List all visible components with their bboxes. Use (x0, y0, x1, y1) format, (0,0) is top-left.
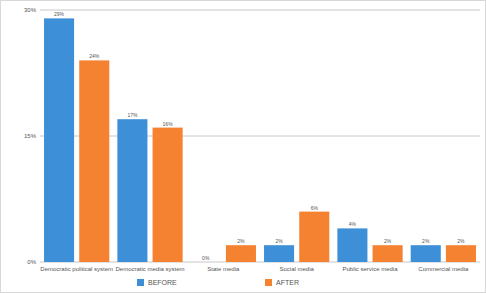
bar (337, 228, 367, 262)
legend-label: BEFORE (148, 279, 177, 286)
legend-swatch (137, 279, 144, 286)
legend: BEFORE AFTER (137, 279, 299, 286)
bars (44, 18, 476, 262)
bar (264, 245, 294, 262)
bar (226, 245, 256, 262)
y-tick-label: 15% (24, 133, 37, 139)
bar (299, 212, 329, 262)
bar (117, 119, 147, 262)
grid-line (40, 10, 480, 11)
grid (40, 10, 480, 262)
frame (1, 1, 486, 293)
bar (446, 245, 476, 262)
data-label: 6% (311, 205, 319, 211)
bar (153, 128, 183, 262)
y-tick-label: 30% (24, 7, 37, 13)
data-label: 2% (457, 238, 465, 244)
chart: 0% 15% 30% 29% 17% 0% 2% 4% 2% 24% 16% 2% 6% 2% 2% Demo… (0, 0, 486, 293)
bar (191, 262, 221, 263)
data-label: 2% (237, 238, 245, 244)
x-tick-label: State media (207, 266, 240, 272)
y-tick-label: 0% (27, 259, 36, 265)
data-label: 29% (54, 11, 65, 17)
data-label: 16% (163, 121, 174, 127)
data-label: 2% (275, 238, 283, 244)
x-tick-label: Social media (279, 266, 314, 272)
data-label: 4% (349, 221, 357, 227)
data-label: 24% (89, 53, 100, 59)
legend-swatch (265, 279, 272, 286)
data-label: 17% (127, 112, 138, 118)
data-labels: 29% 17% 0% 2% 4% 2% 24% 16% 2% 6% 2% 2% (54, 11, 465, 261)
x-tick-label: Public service media (342, 266, 398, 272)
data-label: 2% (422, 238, 430, 244)
bar (411, 245, 441, 262)
x-tick-label: Commercial media (418, 266, 469, 272)
x-tick-label: Democratic political system (40, 266, 113, 272)
data-label: 0% (202, 255, 210, 261)
bar (79, 60, 109, 262)
bar (373, 245, 403, 262)
bar (44, 18, 74, 262)
x-tick-label: Democratic media system (115, 266, 184, 272)
data-label: 2% (384, 238, 392, 244)
legend-label: AFTER (276, 279, 299, 286)
